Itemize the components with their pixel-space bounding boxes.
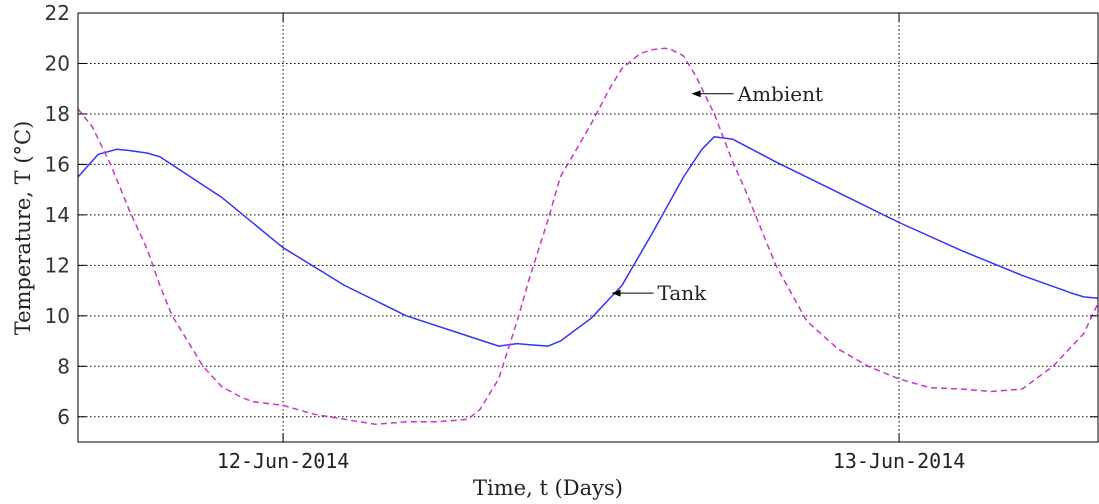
y-tick-label: 8 (57, 354, 70, 378)
plot-frame (77, 12, 1099, 443)
y-tick-label: 12 (45, 253, 70, 277)
y-tick-label: 6 (57, 405, 70, 429)
y-axis-title: Temperature, T (°C) (11, 121, 35, 336)
y-tick-label: 22 (45, 1, 70, 25)
annotation-arrowhead (691, 90, 701, 98)
x-tick-label: 13-Jun-2014 (833, 449, 965, 473)
annotation-label-ambient: Ambient (737, 82, 823, 106)
y-tick-label: 10 (45, 304, 70, 328)
y-tick-label: 16 (45, 152, 70, 176)
series (77, 47, 1099, 426)
annotation-label-tank: Tank (658, 281, 708, 305)
y-tick-label: 18 (45, 102, 70, 126)
annotations: Ambient Tank (611, 82, 823, 305)
series-line-tank (77, 135, 1099, 347)
x-axis-title: Time, t (Days) (473, 476, 623, 500)
y-tick-label: 14 (45, 203, 70, 227)
annotation-arrowhead (611, 289, 621, 297)
y-tick-label: 20 (45, 51, 70, 75)
grid (78, 13, 1098, 442)
x-tick-label: 12-Jun-2014 (217, 449, 349, 473)
series-line-ambient (77, 47, 1099, 426)
ticks: 6 8 10 12 14 16 18 20 22 12-Jun-2014 13-Jun-2014 (45, 1, 1098, 473)
